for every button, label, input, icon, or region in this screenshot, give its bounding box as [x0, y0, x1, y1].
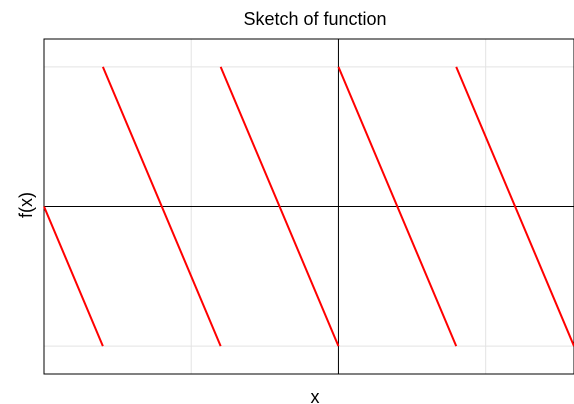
x-axis-label: x	[311, 387, 320, 404]
chart-title: Sketch of function	[243, 9, 386, 29]
series-0-segment-3	[337, 66, 458, 347]
series-0-segment-0	[43, 206, 104, 347]
series-0-segment-4	[455, 66, 574, 347]
y-axis-label: f(x)	[16, 192, 36, 218]
series-0-segment-2	[219, 66, 340, 347]
series-0-segment-1	[101, 66, 222, 347]
plot-area	[43, 38, 574, 375]
